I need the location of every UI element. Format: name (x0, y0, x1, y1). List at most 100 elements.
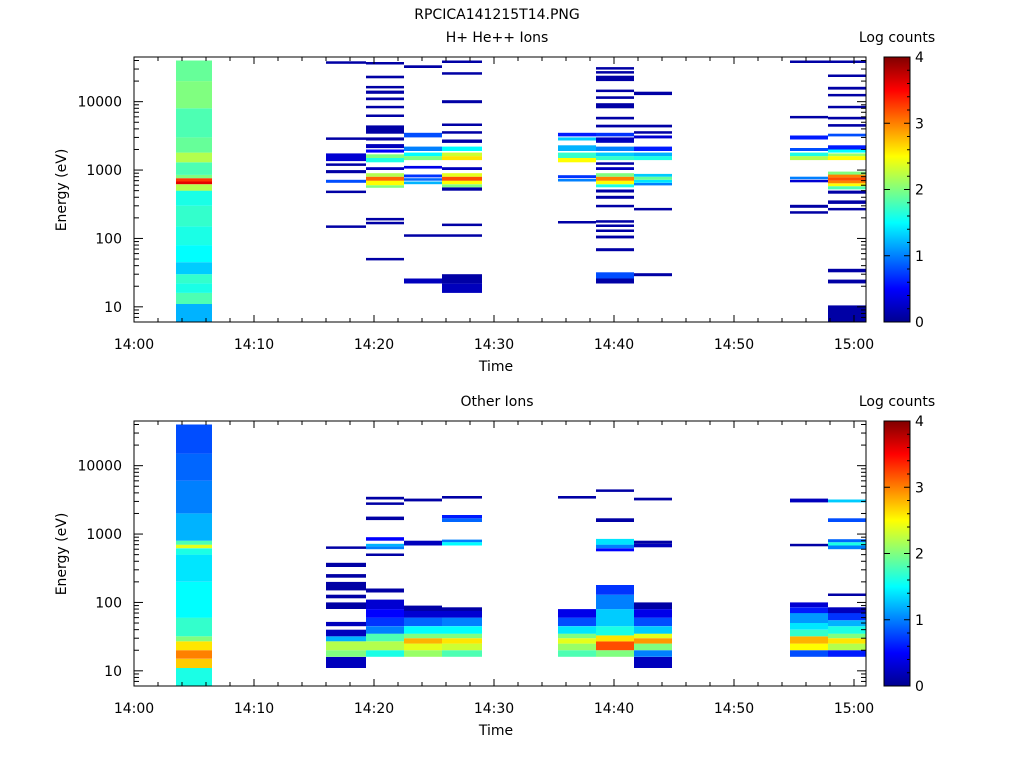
heatmap-cell (634, 91, 672, 96)
heatmap-cell (326, 546, 366, 549)
heatmap-cell (442, 611, 482, 618)
heatmap-cell (596, 146, 634, 151)
heatmap-cell (596, 124, 634, 128)
heatmap-cell (404, 638, 442, 644)
heatmap-cell (176, 137, 212, 153)
colorbar-tick-label: 2 (915, 183, 924, 199)
heatmap-cell (176, 108, 212, 138)
heatmap-cell (366, 149, 404, 153)
heatmap-cell (404, 152, 442, 157)
heatmap-cell (366, 180, 404, 186)
heatmap-cell (596, 96, 634, 99)
heatmap-cell (828, 620, 866, 627)
heatmap-cell (634, 273, 672, 277)
heatmap-cell (634, 146, 672, 151)
heatmap-cell (828, 171, 866, 175)
heatmap-cell (442, 283, 482, 293)
heatmap-cell (596, 152, 634, 157)
heatmap-cell (634, 179, 672, 183)
heatmap-cell (442, 72, 482, 75)
heatmap-cell (442, 184, 482, 188)
heatmap-cell (442, 518, 482, 522)
x-tick-label: 14:40 (594, 337, 634, 353)
panel-h-he-ions: H+ He++ Ions 14:00 14:10 14:20 14:30 14:40 14… (54, 30, 935, 375)
heatmap-cell (176, 292, 212, 304)
heatmap-cell (442, 223, 482, 227)
heatmap-cell (326, 562, 366, 567)
heatmap-cell (828, 177, 866, 181)
heatmap-cell (558, 638, 596, 644)
y-axis-label: Energy (eV) (54, 149, 70, 232)
heatmap-cell (828, 200, 866, 204)
heatmap-cell (176, 226, 212, 246)
heatmap-cell (596, 635, 634, 642)
heatmap-cell (366, 144, 404, 149)
heatmap-cell (596, 641, 634, 651)
heatmap-cell (366, 641, 404, 651)
heatmap-cell (596, 162, 634, 165)
heatmap-cell (176, 190, 212, 206)
heatmap-cell (404, 165, 442, 169)
heatmap-cell (634, 131, 672, 134)
heatmap-cell (326, 581, 366, 591)
heatmap-cell (326, 137, 366, 140)
heatmap-cell (366, 185, 404, 188)
heatmap-cell (176, 548, 212, 555)
heatmap-cell (828, 539, 866, 543)
heatmap-cell (828, 633, 866, 639)
x-tick-label: 14:10 (234, 337, 274, 353)
x-tick-label: 14:50 (714, 337, 754, 353)
heatmap-cell (828, 105, 866, 109)
heatmap-cell (790, 148, 828, 151)
heatmap-cell (596, 518, 634, 522)
heatmap-cell (326, 621, 366, 627)
plot-frame (133, 56, 867, 323)
heatmap-cell (442, 633, 482, 639)
heatmap-cell (596, 89, 634, 93)
heatmap-cell (404, 178, 442, 181)
heatmap-cell (366, 176, 404, 181)
heatmap-cell (442, 626, 482, 634)
heatmap-cell (176, 262, 212, 275)
heatmap-cell (176, 174, 212, 179)
colorbar-tick-label: 2 (915, 547, 924, 563)
heatmap-cell (634, 602, 672, 609)
heatmap-cell (634, 609, 672, 618)
heatmap-cell (828, 190, 866, 194)
heatmap-cell (828, 186, 866, 190)
heatmap-cell (828, 133, 866, 137)
heatmap-cell (790, 607, 828, 614)
heatmap-cell (828, 613, 866, 621)
heatmap-cell (366, 650, 404, 657)
x-tick-label: 14:40 (594, 701, 634, 717)
heatmap-cell (828, 124, 866, 127)
heatmap-cell (326, 650, 366, 657)
axes: 14:00 14:10 14:20 14:30 14:40 14:50 15:00 10 100… (77, 420, 874, 717)
heatmap-cell (596, 176, 634, 181)
heatmap-cell (790, 602, 828, 608)
y-tick-label: 1000 (86, 163, 122, 179)
heatmap-cell (404, 605, 442, 611)
heatmap-cell (404, 174, 442, 178)
heatmap-cell (596, 67, 634, 70)
heatmap-cell (634, 626, 672, 634)
heatmap-cell (176, 205, 212, 227)
heatmap-cell (442, 515, 482, 519)
heatmap-cell (326, 636, 366, 642)
x-tick-label: 14:20 (354, 701, 394, 717)
heatmap-cell (404, 617, 442, 627)
heatmap-cell (366, 626, 404, 634)
heatmap-cell (404, 650, 442, 657)
heatmap-cell (326, 574, 366, 578)
heatmap-cell (442, 643, 482, 651)
heatmap-cell (366, 546, 404, 550)
heatmap-cell (634, 124, 672, 128)
heatmap-cell (326, 602, 366, 609)
heatmap-cell (366, 75, 404, 79)
y-axis-label: Energy (eV) (54, 513, 70, 596)
heatmap-cell (326, 61, 366, 64)
y-tick-label: 10 (104, 300, 122, 316)
heatmap-cell (634, 617, 672, 627)
heatmap-cell (366, 158, 404, 163)
